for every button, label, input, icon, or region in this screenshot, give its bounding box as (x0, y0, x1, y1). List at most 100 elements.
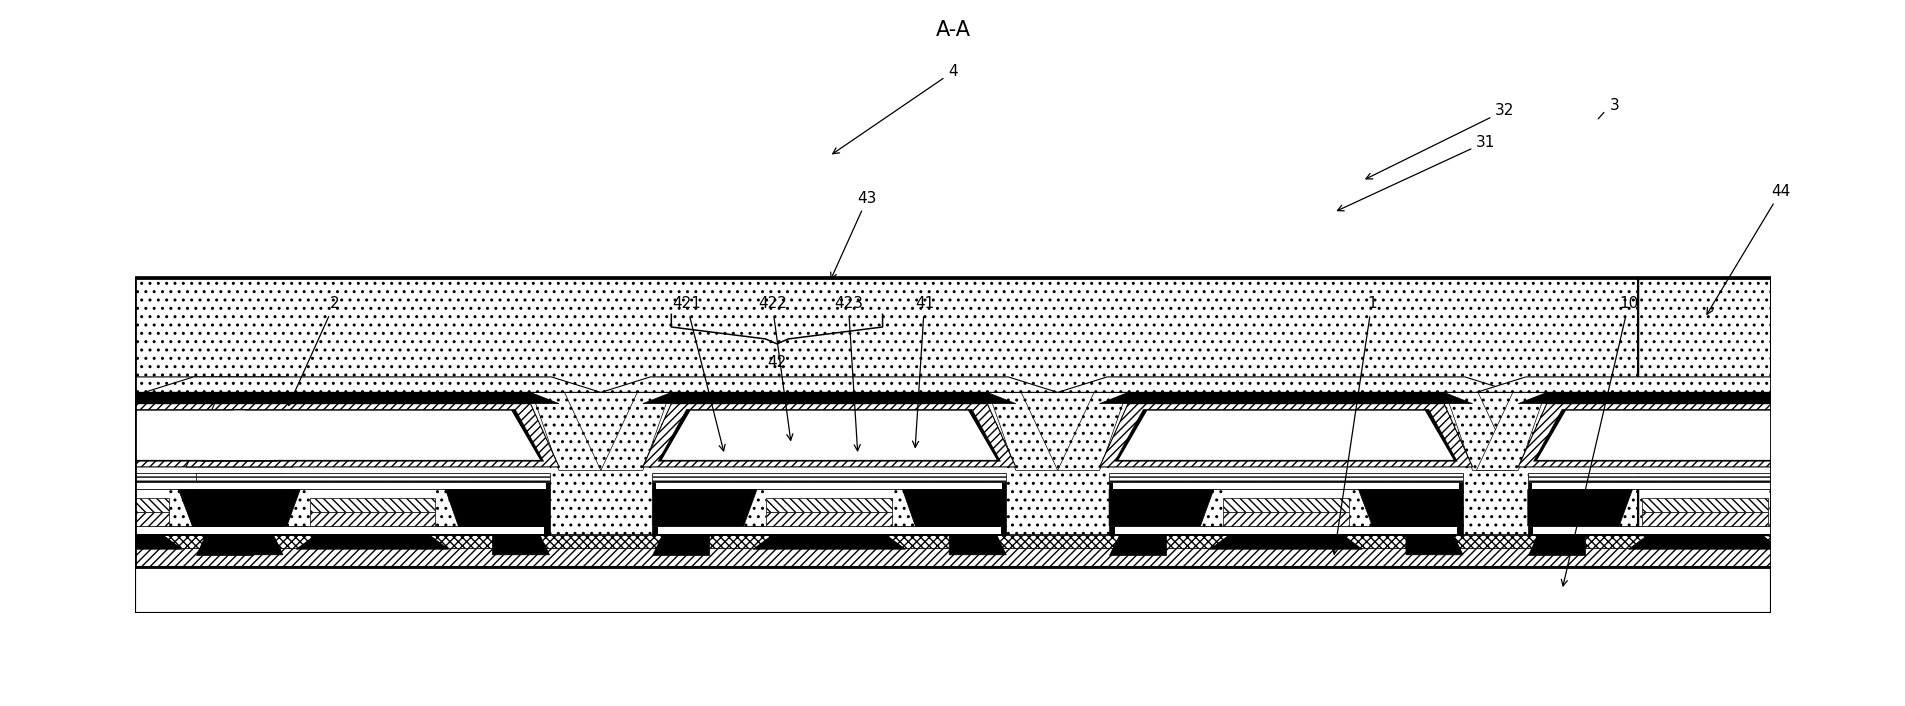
Polygon shape (1406, 535, 1463, 555)
Polygon shape (1627, 535, 1779, 549)
Polygon shape (1358, 489, 1463, 526)
Polygon shape (1210, 535, 1362, 549)
Bar (1636, 278, 1770, 535)
Text: 421: 421 (672, 297, 724, 451)
Text: 31: 31 (1337, 135, 1495, 211)
Text: 41: 41 (912, 297, 933, 448)
Text: 42: 42 (768, 355, 787, 370)
Bar (1223, 489, 1349, 526)
Text: A-A: A-A (935, 20, 970, 40)
Polygon shape (652, 535, 709, 555)
Bar (1528, 472, 1880, 482)
Bar (196, 482, 549, 489)
Bar (1223, 498, 1349, 512)
Polygon shape (661, 411, 996, 460)
Bar (202, 527, 543, 534)
Bar (1109, 482, 1463, 489)
Polygon shape (642, 404, 1015, 467)
Bar (44, 512, 170, 526)
Bar (2, 614, 1903, 705)
Polygon shape (1823, 535, 1880, 555)
Bar (196, 472, 549, 482)
Bar (652, 482, 1006, 489)
Bar (1114, 527, 1457, 534)
Bar (0, 472, 284, 482)
Polygon shape (444, 489, 549, 526)
Polygon shape (1528, 489, 1631, 526)
Bar (655, 483, 1002, 489)
Polygon shape (949, 535, 1006, 555)
Polygon shape (265, 389, 333, 470)
Bar (1109, 467, 1463, 472)
Bar (196, 467, 549, 472)
Polygon shape (1114, 409, 1457, 461)
Bar (135, 278, 1770, 568)
Text: 4: 4 (832, 64, 958, 154)
Bar (1109, 526, 1463, 535)
Bar (2, 1, 135, 705)
Bar (44, 489, 170, 526)
Polygon shape (145, 377, 600, 393)
Polygon shape (0, 411, 274, 460)
Polygon shape (600, 389, 671, 470)
Bar (0, 527, 278, 534)
Polygon shape (0, 404, 293, 467)
Polygon shape (652, 489, 756, 526)
Polygon shape (752, 535, 905, 549)
Polygon shape (0, 489, 34, 526)
Polygon shape (1109, 535, 1166, 555)
Text: 1: 1 (1332, 297, 1375, 554)
Bar (1113, 483, 1459, 489)
Polygon shape (145, 389, 215, 470)
Polygon shape (491, 535, 549, 555)
Polygon shape (0, 393, 293, 404)
Bar (200, 483, 545, 489)
Bar (1532, 483, 1876, 489)
Polygon shape (297, 535, 448, 549)
Bar (309, 489, 434, 526)
Bar (652, 467, 1006, 472)
Bar (657, 527, 1000, 534)
Bar (135, 548, 1770, 568)
Bar (0, 526, 284, 535)
Polygon shape (1775, 489, 1880, 526)
Bar (309, 498, 434, 512)
Bar (1640, 512, 1766, 526)
Bar (1223, 512, 1349, 526)
Bar (0, 483, 280, 489)
Bar (0, 467, 284, 472)
Text: 10: 10 (1560, 297, 1638, 586)
Polygon shape (1444, 389, 1514, 470)
Polygon shape (1109, 489, 1213, 526)
Bar (309, 512, 434, 526)
Polygon shape (1528, 535, 1585, 555)
Polygon shape (530, 389, 600, 470)
Bar (135, 568, 1770, 614)
Polygon shape (196, 535, 253, 555)
Polygon shape (227, 535, 284, 555)
Polygon shape (179, 489, 284, 526)
Polygon shape (1518, 404, 1890, 467)
Bar (1636, 278, 1770, 535)
Text: 44: 44 (1707, 184, 1789, 314)
Bar (1528, 467, 1880, 472)
Polygon shape (901, 489, 1006, 526)
Polygon shape (1099, 404, 1473, 467)
Polygon shape (1534, 409, 1875, 461)
Bar (135, 278, 1770, 535)
Bar (1640, 489, 1766, 526)
Text: 422: 422 (758, 297, 792, 441)
Bar (196, 526, 549, 535)
Polygon shape (1099, 393, 1473, 404)
Polygon shape (1118, 411, 1454, 460)
Bar (1528, 526, 1880, 535)
Polygon shape (0, 409, 278, 461)
Text: 2: 2 (288, 297, 339, 405)
Polygon shape (600, 377, 1057, 393)
Bar (1109, 472, 1463, 482)
Polygon shape (30, 535, 183, 549)
Polygon shape (1057, 389, 1128, 470)
Polygon shape (187, 393, 558, 404)
Bar (652, 526, 1006, 535)
Polygon shape (642, 393, 1015, 404)
